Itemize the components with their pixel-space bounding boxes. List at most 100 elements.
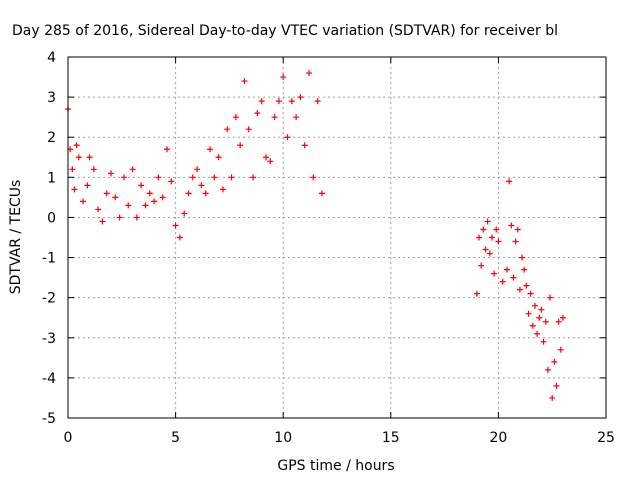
data-point: [557, 346, 564, 353]
data-point: [491, 270, 498, 277]
data-point: [553, 382, 560, 389]
data-point: [495, 238, 502, 245]
data-point: [531, 302, 538, 309]
x-tick-label: 15: [382, 430, 400, 446]
data-point: [559, 314, 566, 321]
data-point: [280, 74, 287, 81]
data-point: [544, 366, 551, 373]
data-point: [514, 226, 521, 233]
data-point: [146, 190, 153, 197]
data-point: [99, 218, 106, 225]
data-point: [476, 234, 483, 241]
data-point: [228, 174, 235, 181]
data-point: [95, 206, 102, 213]
data-point: [504, 266, 511, 273]
data-point: [297, 94, 304, 101]
x-tick-label: 20: [489, 430, 507, 446]
data-point: [310, 174, 317, 181]
y-tick-label: 1: [47, 170, 56, 186]
y-tick-label: -4: [42, 371, 56, 387]
data-point: [237, 142, 244, 149]
data-point: [194, 166, 201, 173]
data-point: [301, 142, 308, 149]
plot-frame: [67, 56, 607, 419]
data-point: [527, 290, 534, 297]
data-point: [529, 322, 536, 329]
x-axis-label: GPS time / hours: [277, 458, 394, 474]
data-point: [484, 218, 491, 225]
data-point: [207, 146, 214, 153]
data-point: [69, 166, 76, 173]
data-point: [90, 166, 97, 173]
data-point: [547, 294, 554, 301]
x-tick-label: 5: [171, 430, 180, 446]
data-point: [155, 174, 162, 181]
data-point: [168, 178, 175, 185]
data-point: [293, 114, 300, 121]
data-point: [185, 190, 192, 197]
data-point: [219, 186, 226, 193]
data-point: [521, 266, 528, 273]
data-point: [232, 114, 239, 121]
data-point: [103, 190, 110, 197]
data-point: [540, 338, 547, 345]
data-point: [176, 234, 183, 241]
data-point: [116, 214, 123, 221]
data-point: [71, 186, 78, 193]
data-point: [275, 98, 282, 105]
data-point: [198, 182, 205, 189]
data-points: [65, 70, 566, 401]
data-point: [512, 238, 519, 245]
data-point: [314, 98, 321, 105]
data-point: [211, 174, 218, 181]
data-point: [536, 314, 543, 321]
data-point: [549, 394, 556, 401]
y-tick-label: 4: [47, 50, 56, 66]
y-tick-label: -2: [42, 291, 56, 307]
data-point: [108, 170, 115, 177]
data-point: [120, 174, 127, 181]
data-point: [488, 234, 495, 241]
data-point: [534, 330, 541, 337]
data-point: [250, 174, 257, 181]
data-point: [202, 190, 209, 197]
data-point: [189, 174, 196, 181]
data-point: [542, 318, 549, 325]
data-point: [478, 262, 485, 269]
data-point: [555, 318, 562, 325]
data-point: [129, 166, 136, 173]
data-point: [159, 194, 166, 201]
data-point: [516, 286, 523, 293]
y-tick-label: 3: [47, 90, 56, 106]
y-tick-label: 0: [47, 210, 56, 226]
data-point: [288, 98, 295, 105]
data-point: [519, 254, 526, 261]
data-point: [73, 142, 80, 149]
data-point: [86, 154, 93, 161]
data-point: [523, 282, 530, 289]
data-point: [142, 202, 149, 209]
y-tick-label: -1: [42, 251, 56, 267]
data-point: [224, 126, 231, 133]
data-point: [551, 358, 558, 365]
grid: [68, 57, 606, 418]
data-point: [254, 110, 261, 117]
y-axis-ticks: -5 -4 -3 -2 -1 0 1 2 3 4: [42, 50, 606, 427]
data-point: [306, 70, 313, 77]
data-point: [271, 114, 278, 121]
data-point: [133, 214, 140, 221]
data-point: [138, 182, 145, 189]
data-point: [75, 154, 82, 161]
data-point: [241, 78, 248, 85]
data-point: [508, 222, 515, 229]
data-point: [181, 210, 188, 217]
x-axis-ticks: 0 5 10 15 20 25: [64, 57, 615, 446]
data-point: [493, 226, 500, 233]
data-point: [163, 146, 170, 153]
y-axis-label: SDTVAR / TECUs: [8, 180, 24, 295]
data-point: [538, 306, 545, 313]
x-tick-label: 10: [274, 430, 292, 446]
x-tick-label: 25: [597, 430, 615, 446]
data-point: [258, 98, 265, 105]
